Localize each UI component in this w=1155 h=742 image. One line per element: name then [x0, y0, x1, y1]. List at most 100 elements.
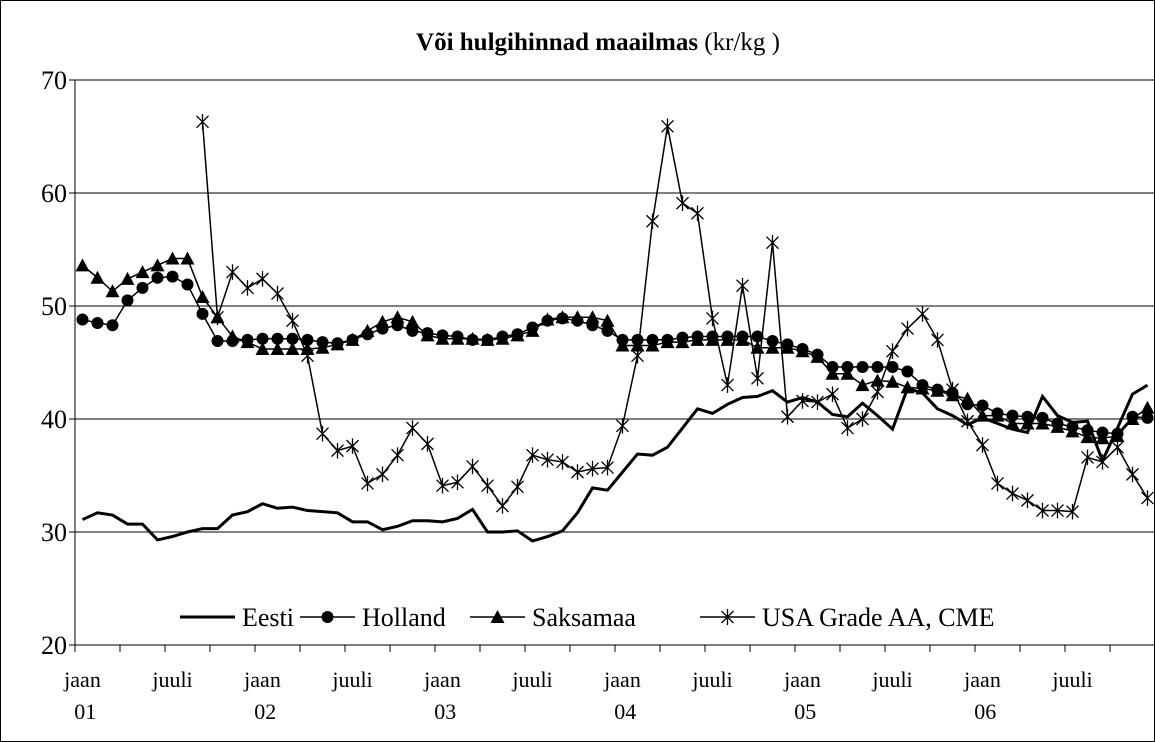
point	[571, 464, 584, 480]
point	[240, 335, 255, 349]
point	[316, 425, 329, 442]
x-tick-label: jaan 02	[243, 667, 281, 724]
point	[1020, 416, 1035, 430]
legend-item: Saksamaa	[470, 603, 636, 632]
point	[601, 459, 614, 476]
series-line	[201, 121, 1149, 513]
point	[226, 264, 239, 280]
y-tick-label: 30	[41, 518, 67, 547]
point	[856, 361, 869, 374]
x-tick-label: juuli	[151, 667, 192, 692]
point	[195, 289, 210, 303]
point	[390, 310, 405, 324]
point	[855, 378, 870, 392]
point	[1066, 503, 1079, 520]
point	[196, 114, 209, 130]
point	[1006, 485, 1019, 502]
point	[1126, 466, 1139, 483]
y-tick-label: 50	[41, 292, 67, 321]
point	[720, 332, 735, 346]
point	[1036, 502, 1049, 519]
point	[540, 312, 555, 326]
point	[181, 278, 194, 291]
x-tick-label: jaan 06	[963, 667, 1001, 724]
point	[361, 475, 374, 492]
point	[901, 365, 914, 378]
point	[735, 332, 750, 346]
point	[840, 366, 855, 380]
point	[1005, 416, 1020, 430]
point	[1035, 416, 1050, 430]
point	[75, 258, 90, 272]
point	[451, 474, 464, 491]
point	[166, 270, 179, 283]
point	[886, 361, 899, 374]
point	[541, 451, 554, 468]
x-tick-label: juuli	[691, 667, 732, 692]
point	[1096, 454, 1109, 470]
point	[661, 118, 674, 135]
point	[856, 411, 869, 427]
point	[736, 277, 749, 294]
point	[256, 332, 269, 345]
point	[450, 331, 465, 345]
point	[105, 284, 120, 298]
point	[271, 332, 284, 345]
point	[645, 338, 660, 352]
point	[420, 328, 435, 342]
point	[285, 341, 300, 355]
point	[976, 399, 989, 412]
point	[751, 370, 764, 387]
point	[766, 234, 779, 251]
point	[780, 340, 795, 354]
legend-label: Holland	[362, 603, 446, 632]
point	[901, 320, 914, 337]
point	[225, 329, 240, 343]
point	[1111, 439, 1124, 456]
point	[631, 347, 644, 364]
point	[510, 328, 525, 342]
chart-title: Või hulgihinnad maailmas	[416, 29, 698, 56]
point	[406, 420, 419, 436]
point	[676, 195, 689, 211]
point	[406, 324, 419, 337]
point	[721, 377, 734, 393]
point	[570, 310, 585, 324]
x-tick-label: juuli	[871, 667, 912, 692]
point	[255, 341, 270, 355]
point	[120, 271, 135, 285]
chart-subtitle: (kr/kg )	[704, 29, 780, 56]
point	[435, 331, 450, 345]
point	[841, 420, 854, 436]
x-tick-label: juuli	[1051, 667, 1092, 692]
point	[616, 417, 629, 434]
point	[1140, 400, 1155, 414]
point	[765, 340, 780, 354]
point	[511, 479, 524, 495]
point	[211, 309, 224, 326]
point	[931, 332, 944, 348]
point	[1125, 412, 1140, 425]
point	[871, 361, 884, 374]
point	[376, 466, 389, 483]
point	[436, 477, 449, 494]
point	[826, 386, 839, 402]
legend-item: Holland	[300, 603, 446, 632]
point	[150, 258, 165, 272]
point	[871, 384, 884, 400]
point	[660, 335, 675, 349]
point	[751, 330, 764, 343]
x-tick-label: juuli	[511, 667, 552, 692]
point	[121, 294, 134, 307]
point	[795, 344, 810, 358]
point	[241, 280, 254, 296]
point	[1051, 502, 1064, 519]
point	[480, 332, 495, 346]
point	[301, 347, 314, 364]
point	[705, 332, 720, 346]
point	[615, 338, 630, 352]
point	[916, 306, 929, 322]
point	[315, 340, 330, 354]
